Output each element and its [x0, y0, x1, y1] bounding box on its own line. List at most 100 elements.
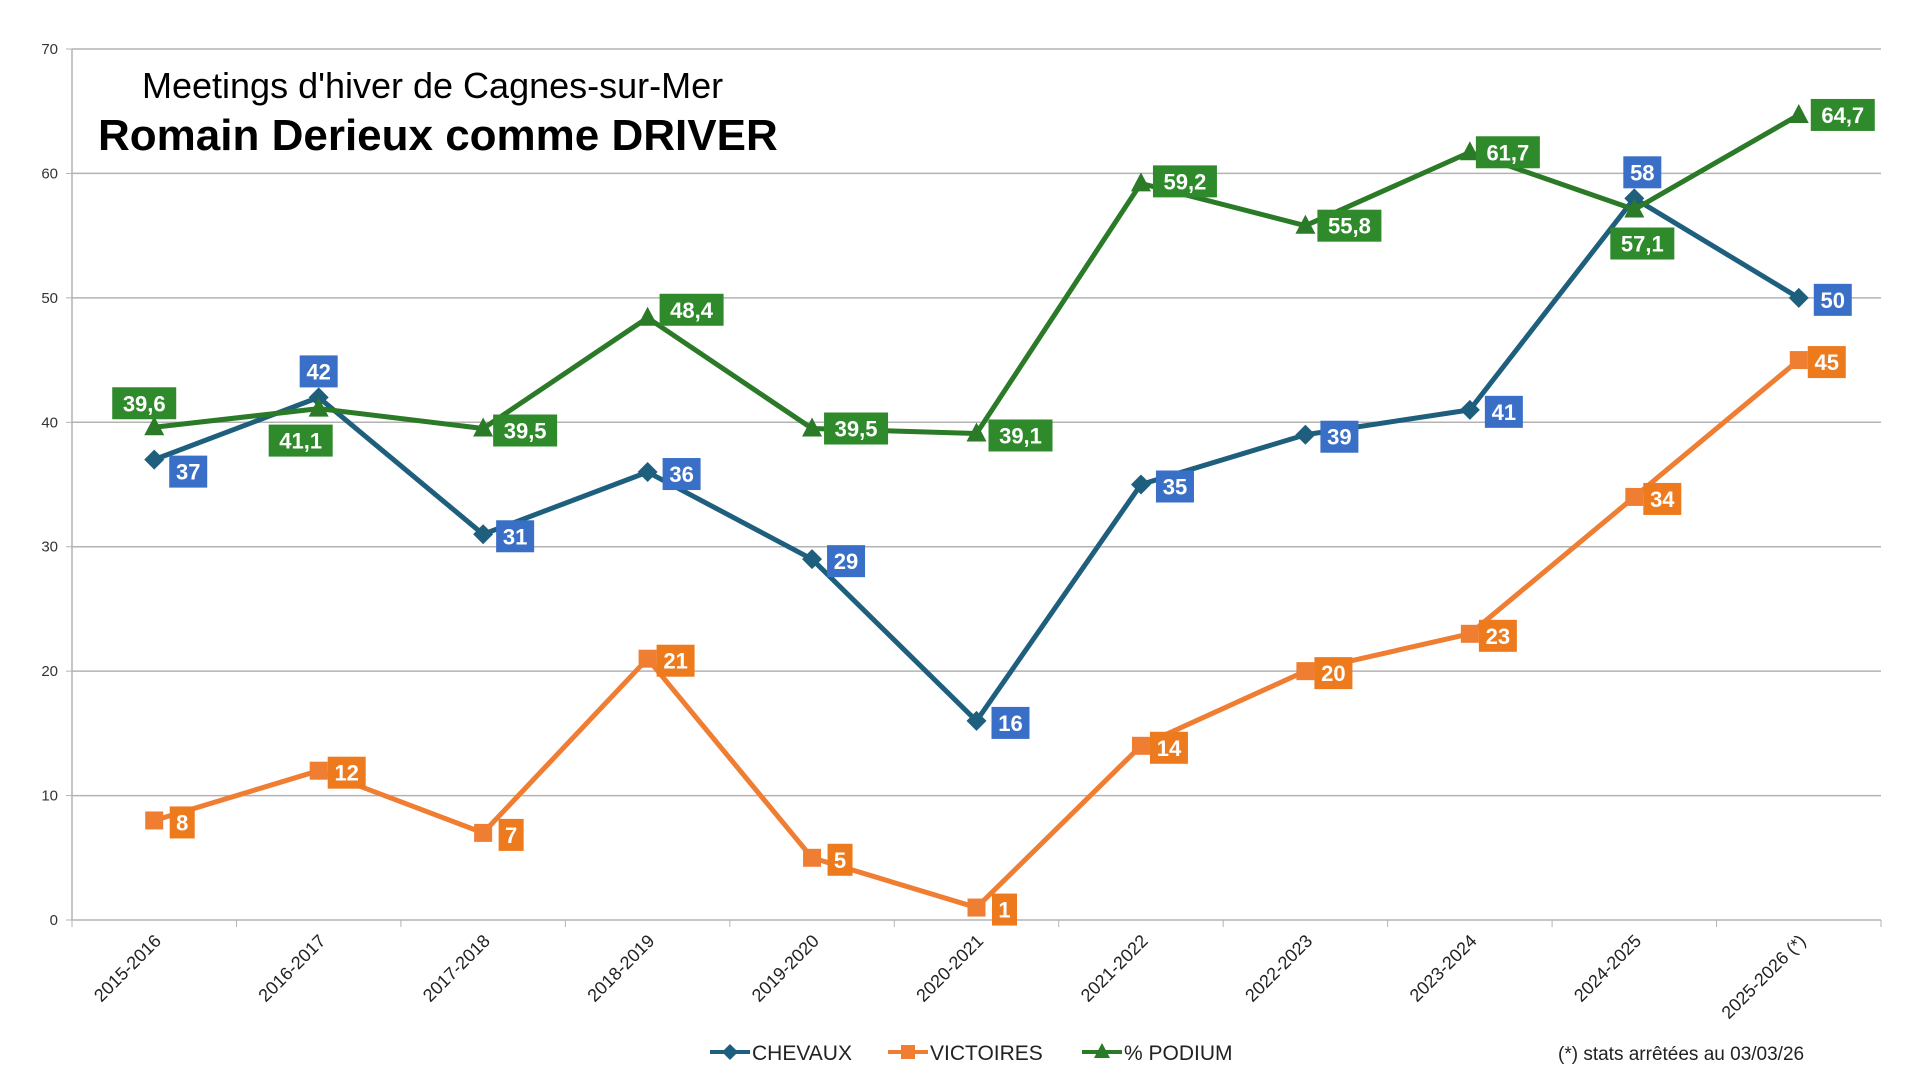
data-label-box: [1317, 209, 1382, 242]
grid: [72, 48, 1881, 921]
data-label: 42: [306, 359, 330, 384]
square-marker: [967, 898, 986, 917]
legend-label: VICTOIRES: [930, 1042, 1043, 1065]
x-tick-label: 2023-2024: [1406, 931, 1481, 1006]
data-label: 61,7: [1486, 140, 1529, 165]
diamond-marker: [1624, 188, 1645, 209]
data-label-box: [169, 455, 208, 488]
data-label: 45: [1815, 350, 1839, 375]
square-marker: [145, 811, 164, 830]
data-label-box: [1810, 98, 1875, 131]
triangle-marker: [637, 306, 658, 326]
data-label-box: [496, 520, 535, 553]
data-label-box: [1320, 420, 1359, 453]
diamond-marker: [966, 710, 987, 731]
diamond-marker: [637, 462, 658, 483]
triangle-marker: [308, 397, 329, 417]
data-label: 23: [1486, 624, 1510, 649]
data-label-box: [169, 806, 195, 839]
data-label-box: [1610, 227, 1675, 260]
series-line-podium: [153, 112, 1801, 436]
x-tick-label: 2018-2019: [583, 931, 658, 1006]
y-tick-label: 50: [41, 290, 58, 307]
data-label-box: [1149, 731, 1188, 764]
triangle-marker: [1295, 214, 1316, 234]
data-label: 37: [176, 460, 200, 485]
data-label: 39,1: [999, 423, 1042, 448]
data-label: 8: [176, 810, 188, 835]
data-label: 41,1: [279, 429, 322, 454]
data-label: 36: [669, 462, 693, 487]
diamond-marker: [802, 549, 823, 570]
series-line-victoires: [153, 358, 1801, 911]
data-label: 58: [1630, 160, 1654, 185]
data-label: 57,1: [1621, 232, 1664, 257]
chart-subtitle: Meetings d'hiver de Cagnes-sur-Mer: [142, 65, 723, 106]
data-label-box: [1475, 136, 1540, 169]
triangle-marker: [1624, 198, 1645, 218]
data-label: 35: [1163, 475, 1187, 500]
data-label: 50: [1821, 288, 1845, 313]
data-label: 48,4: [670, 298, 714, 323]
square-marker: [638, 649, 657, 668]
triangle-marker: [473, 417, 494, 437]
x-tick-label: 2015-2016: [90, 931, 165, 1006]
x-tick-label: 2020-2021: [912, 931, 987, 1006]
data-label: 31: [503, 524, 527, 549]
data-label-box: [1807, 346, 1846, 379]
data-label-box: [1478, 619, 1517, 652]
data-label: 5: [834, 848, 846, 873]
series-lines: [144, 103, 1809, 917]
data-label: 59,2: [1164, 169, 1207, 194]
y-axis: 0 10 20 30 40 50 60 70: [41, 41, 73, 929]
x-tick-label: 2024-2025: [1570, 931, 1645, 1006]
legend-diamond-icon: [722, 1044, 738, 1060]
data-label: 21: [663, 649, 687, 674]
data-label: 20: [1321, 661, 1345, 686]
triangle-marker: [1130, 172, 1151, 192]
diamond-marker: [1459, 399, 1480, 420]
data-label: 39,5: [504, 419, 547, 444]
y-tick-label: 10: [41, 788, 58, 805]
data-label: 1: [998, 898, 1010, 923]
data-label-box: [112, 387, 177, 420]
y-tick-label: 40: [41, 414, 58, 431]
data-label: 55,8: [1328, 214, 1371, 239]
data-label: 64,7: [1821, 103, 1864, 128]
y-tick-label: 60: [41, 165, 58, 182]
data-label-box: [1643, 482, 1682, 515]
legend-label: CHEVAUX: [752, 1042, 852, 1065]
data-label: 14: [1157, 736, 1182, 761]
triangle-marker: [802, 417, 823, 437]
x-tick-label: 2025-2026 (*): [1718, 931, 1810, 1023]
data-label-box: [493, 414, 558, 447]
data-label: 16: [998, 711, 1022, 736]
diamond-marker: [473, 524, 494, 545]
diamond-marker: [308, 387, 329, 408]
data-label-box: [827, 545, 866, 578]
data-label-box: [1484, 395, 1523, 428]
data-label: 39,5: [835, 417, 878, 442]
data-label-box: [991, 706, 1030, 739]
data-label-box: [1813, 283, 1852, 316]
series-line-chevaux: [153, 195, 1801, 724]
triangle-marker: [1788, 103, 1809, 123]
data-label: 29: [834, 549, 858, 574]
legend-label: % PODIUM: [1124, 1042, 1233, 1065]
data-label-box: [1152, 165, 1217, 198]
square-marker: [1460, 624, 1479, 643]
data-label-box: [268, 424, 333, 457]
diamond-marker: [1788, 287, 1809, 308]
x-tick-label: 2022-2023: [1241, 931, 1316, 1006]
square-marker: [309, 761, 328, 780]
square-marker: [1131, 736, 1150, 755]
x-tick-label: 2017-2018: [419, 931, 494, 1006]
data-label-box: [827, 843, 853, 876]
y-tick-label: 20: [41, 663, 58, 680]
data-label-box: [498, 818, 524, 851]
data-label-box: [299, 355, 338, 388]
square-marker: [1625, 487, 1644, 506]
x-tick-label: 2021-2022: [1077, 931, 1152, 1006]
y-tick-label: 30: [41, 539, 58, 556]
